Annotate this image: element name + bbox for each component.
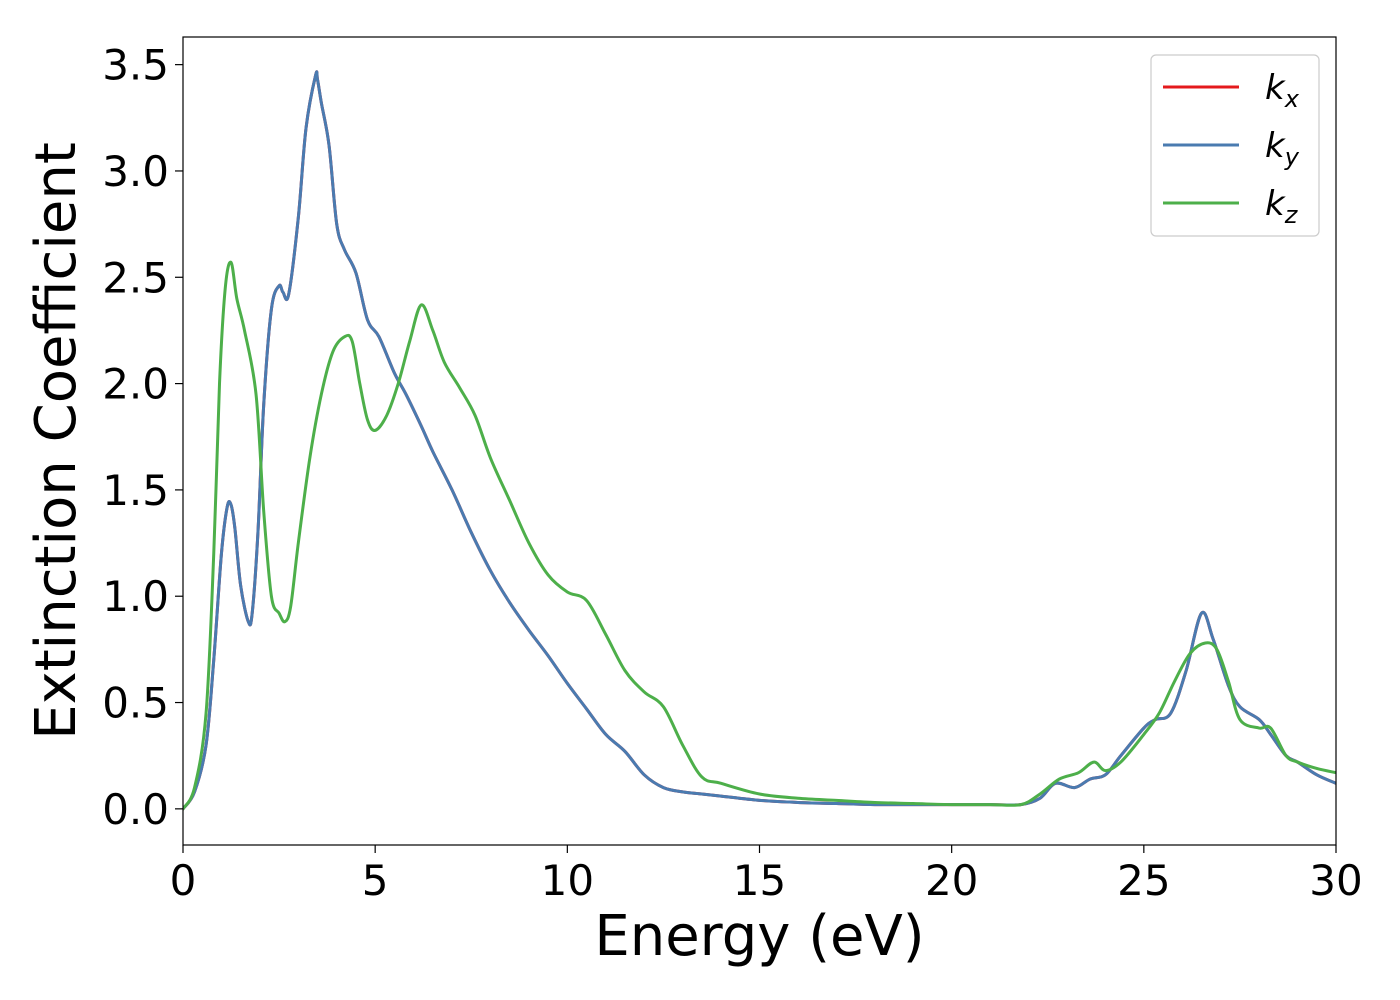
- y-tick-label: 2.0: [102, 360, 169, 409]
- y-axis-title: Extinction Coefficient: [24, 142, 89, 740]
- y-tick-label: 1.5: [102, 466, 169, 515]
- series-layer: [183, 70, 1336, 811]
- y-tick-label: 3.0: [102, 147, 169, 196]
- series-line-kz: [183, 260, 1336, 811]
- x-axis-title: Energy (eV): [594, 904, 924, 969]
- axis-ticks: 0 5 10 15 20 25 30 0.0 0.5 1.0 1.5 2.0 2.5 3.0 3.5: [102, 41, 1363, 905]
- x-tick-label: 15: [733, 856, 786, 905]
- series-line-ky: [183, 70, 1336, 811]
- y-tick-label: 3.5: [102, 41, 169, 90]
- x-tick-label: 20: [925, 856, 978, 905]
- x-tick-label: 0: [170, 856, 197, 905]
- x-tick-label: 25: [1117, 856, 1170, 905]
- x-tick-label: 30: [1309, 856, 1362, 905]
- y-tick-label: 2.5: [102, 253, 169, 302]
- y-tick-label: 0.5: [102, 679, 169, 728]
- y-tick-label: 1.0: [102, 572, 169, 621]
- y-tick-label: 0.0: [102, 785, 169, 834]
- x-tick-label: 10: [541, 856, 594, 905]
- x-tick-label: 5: [362, 856, 389, 905]
